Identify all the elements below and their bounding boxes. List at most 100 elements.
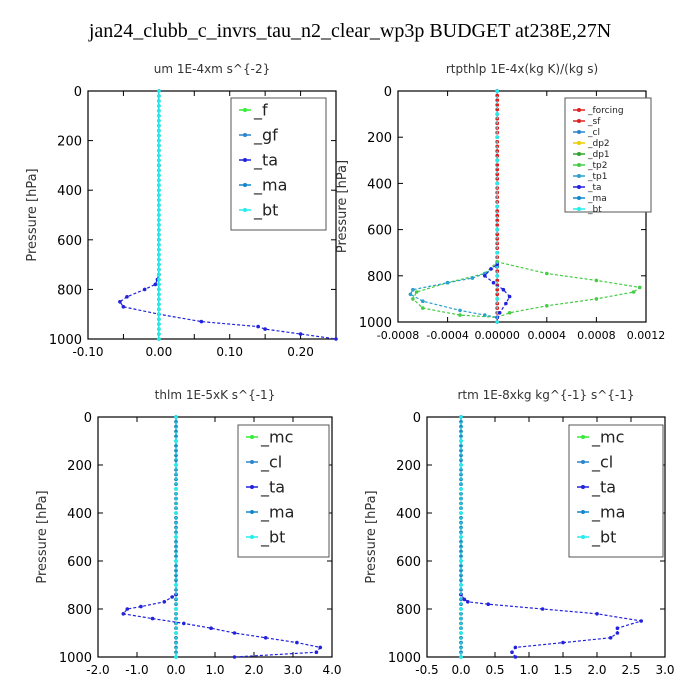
panel-title: thlm 1E-5xK s^{-1} <box>155 388 276 402</box>
data-point <box>157 173 161 178</box>
data-point <box>495 107 500 112</box>
legend-label: _dp2 <box>587 139 610 149</box>
data-point <box>421 299 425 304</box>
y-tick-label: 600 <box>67 555 92 570</box>
data-point <box>150 616 155 621</box>
legend-marker <box>577 119 581 123</box>
data-point <box>153 282 158 287</box>
series-line <box>412 91 642 319</box>
data-point <box>157 208 161 212</box>
data-point <box>295 640 299 645</box>
x-tick-label: 3.0 <box>655 663 674 677</box>
data-point <box>157 277 161 282</box>
data-point <box>495 292 500 297</box>
data-point <box>157 233 161 237</box>
y-tick-label: 0 <box>384 85 392 100</box>
data-point <box>486 602 491 606</box>
x-tick-label: 0.20 <box>287 345 314 359</box>
legend-marker <box>577 207 581 211</box>
x-tick-label: 1.0 <box>519 663 538 677</box>
data-point <box>157 153 161 158</box>
legend-marker <box>581 510 585 514</box>
data-point <box>157 247 161 252</box>
series-line <box>409 91 498 318</box>
data-point <box>459 453 463 458</box>
y-axis-label: Pressure [hPa] <box>364 490 379 583</box>
data-point <box>174 439 178 443</box>
data-point <box>157 282 161 287</box>
data-point <box>495 181 500 186</box>
data-point <box>174 631 178 635</box>
data-point <box>495 135 500 139</box>
data-point <box>157 287 161 292</box>
data-point <box>495 213 500 218</box>
legend-label: _ta <box>591 478 616 498</box>
data-point <box>162 600 167 604</box>
data-point <box>495 297 500 301</box>
data-point <box>157 198 161 202</box>
y-tick-label: 400 <box>67 507 92 522</box>
data-point <box>174 544 178 549</box>
series-line <box>483 91 511 318</box>
data-point <box>157 243 161 247</box>
legend-box <box>237 424 330 558</box>
legend-label: _tp1 <box>587 172 607 182</box>
x-tick-label: -0.0004 <box>426 329 468 342</box>
x-tick-label: -2.0 <box>86 663 109 677</box>
legend-label: _mc <box>260 428 293 448</box>
legend-box <box>230 97 327 231</box>
data-point <box>157 133 161 138</box>
data-point <box>595 612 599 616</box>
legend-box <box>568 424 664 558</box>
y-tick-label: 200 <box>396 459 421 474</box>
data-point <box>298 332 303 336</box>
data-point <box>495 112 500 116</box>
data-point <box>174 568 178 573</box>
plot-frame <box>426 416 666 658</box>
data-point <box>209 626 213 630</box>
x-tick-label: 0.00000 <box>474 329 520 342</box>
data-point <box>170 595 174 599</box>
legend-marker <box>577 196 581 200</box>
x-tick-label: 1.5 <box>553 663 572 677</box>
data-point <box>157 89 161 93</box>
chart-panel-1: um 1E-4xm s^{-2} Pressure [hPa] 0 200 400 600… <box>25 62 338 359</box>
legend-marker <box>250 435 254 439</box>
data-point <box>157 228 161 232</box>
legend-label: _bt <box>587 205 602 215</box>
legend-label: _bt <box>591 528 616 548</box>
data-point <box>459 554 463 558</box>
legend-label: _tp2 <box>587 161 607 171</box>
data-point <box>458 313 462 317</box>
data-point <box>462 597 467 602</box>
legend-marker <box>243 108 247 112</box>
data-point <box>157 327 161 331</box>
data-point <box>157 158 161 163</box>
data-point <box>157 332 161 336</box>
y-tick-label: 200 <box>367 131 392 146</box>
data-point <box>513 655 518 659</box>
data-point <box>157 337 161 341</box>
data-point <box>459 434 463 439</box>
data-point <box>495 223 500 227</box>
data-point <box>174 429 178 434</box>
data-point <box>157 168 161 173</box>
data-point <box>459 463 463 467</box>
x-tick-label: 1.0 <box>205 663 224 677</box>
data-point <box>157 267 161 272</box>
legend-label: _ta <box>260 478 285 498</box>
legend-marker <box>577 163 581 167</box>
data-point <box>459 487 463 491</box>
data-point <box>157 148 161 153</box>
data-point <box>459 439 463 443</box>
data-point <box>638 285 642 290</box>
data-point <box>157 114 161 118</box>
data-point <box>495 218 500 223</box>
data-point <box>199 319 204 324</box>
data-point <box>495 172 500 176</box>
data-point <box>174 415 178 419</box>
data-point <box>157 223 161 227</box>
legend-marker <box>581 460 585 464</box>
data-point <box>174 554 178 558</box>
